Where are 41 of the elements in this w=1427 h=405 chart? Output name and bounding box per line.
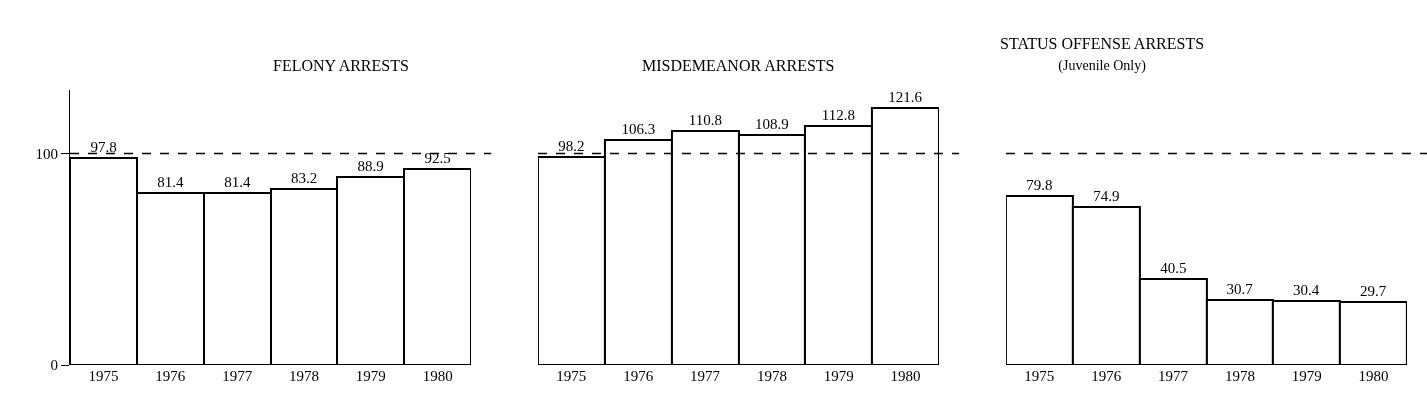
x-tick-label: 1978: [1224, 368, 1255, 384]
x-tick-label: 1978: [756, 368, 787, 384]
data-label: 74.9: [1093, 188, 1120, 204]
x-tick-label: 1975: [556, 368, 587, 384]
x-tick-label: 1977: [690, 368, 721, 384]
x-tick-label: 1979: [1291, 368, 1322, 384]
y-tick-label: 0: [50, 357, 58, 374]
data-label: 88.9: [357, 158, 384, 174]
chart-title: MISDEMEANOR ARRESTS: [642, 57, 835, 74]
x-tick-label: 1977: [1158, 368, 1189, 384]
x-tick-label: 1975: [1024, 368, 1055, 384]
x-tick-label: 1976: [1091, 368, 1122, 384]
chart-subtitle: (Juvenile Only): [1058, 57, 1147, 74]
data-label: 40.5: [1160, 260, 1187, 276]
data-label: 30.4: [1293, 282, 1320, 298]
x-tick-label: 1977: [222, 368, 253, 384]
chart-title: FELONY ARRESTS: [273, 57, 409, 74]
data-label: 81.4: [224, 174, 251, 190]
data-label: 108.9: [755, 116, 789, 132]
x-tick-label: 1976: [623, 368, 654, 384]
data-label: 98.2: [558, 138, 585, 154]
x-tick-label: 1976: [155, 368, 186, 384]
x-tick-label: 1980: [1358, 368, 1389, 384]
x-tick-label: 1975: [88, 368, 119, 384]
x-tick-label: 1980: [422, 368, 453, 384]
data-label: 29.7: [1360, 283, 1387, 299]
x-tick-label: 1979: [355, 368, 386, 384]
data-label: 81.4: [157, 174, 184, 190]
data-label: 79.8: [1026, 177, 1053, 193]
y-tick-label: 100: [35, 145, 58, 162]
data-label: 97.8: [90, 139, 117, 155]
data-label: 30.7: [1226, 281, 1254, 297]
x-tick-label: 1979: [823, 368, 854, 384]
data-label: 106.3: [621, 121, 656, 137]
data-label: 83.2: [290, 170, 318, 186]
data-label: 121.6: [888, 89, 923, 105]
chart-title: STATUS OFFENSE ARRESTS: [1000, 35, 1205, 52]
x-tick-label: 1978: [288, 368, 319, 384]
x-tick-label: 1980: [890, 368, 921, 384]
data-label: 112.8: [821, 107, 856, 123]
data-label: 110.8: [688, 112, 723, 128]
